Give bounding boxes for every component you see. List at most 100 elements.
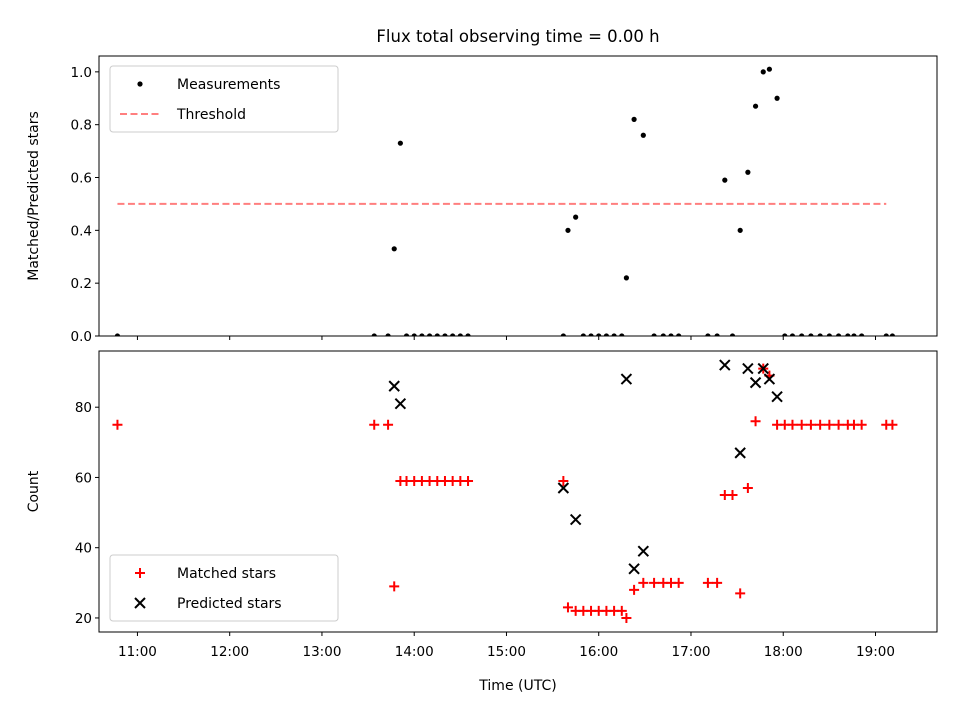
matched-stars-point	[369, 419, 380, 430]
matched-stars-point	[638, 577, 649, 588]
measurement-point	[722, 177, 728, 183]
axes-frame	[98, 55, 938, 337]
measurement-point	[640, 132, 646, 138]
measurement-point	[385, 333, 391, 336]
predicted-stars-point	[757, 362, 769, 375]
measurement-point	[596, 333, 602, 336]
measurement-point	[714, 333, 720, 336]
x-tick-label: 19:00	[856, 644, 895, 660]
predicted-stars-point	[557, 482, 570, 494]
measurement-point	[611, 333, 617, 336]
measurement-point	[851, 333, 857, 336]
measurement-point	[565, 227, 571, 233]
measurement-point	[760, 69, 766, 75]
matched-stars-point	[463, 475, 474, 486]
matched-stars-point	[616, 605, 627, 616]
measurement-point	[580, 333, 586, 336]
matched-stars-point	[833, 419, 844, 430]
y-tick-label: 0.2	[71, 276, 92, 292]
measurement-point	[752, 103, 759, 109]
matched-stars-point	[712, 577, 723, 588]
measurement-point	[737, 227, 743, 233]
measurement-point	[729, 333, 736, 336]
matched-stars-point	[629, 584, 640, 595]
measurement-point	[676, 333, 682, 336]
measurement-point	[799, 333, 805, 336]
measurement-point	[457, 333, 463, 336]
matched-stars-point	[796, 419, 807, 430]
legend-box	[109, 65, 339, 133]
matched-stars-point	[673, 577, 684, 588]
measurement-point	[573, 214, 579, 220]
y-tick-label: 0.0	[71, 329, 92, 345]
matched-stars-point	[621, 612, 632, 623]
y-tick-label: 40	[75, 541, 92, 557]
measurement-point	[660, 333, 666, 336]
predicted-stars-point	[771, 390, 783, 403]
x-tick-label: 14:00	[395, 644, 434, 660]
legend-box	[109, 554, 339, 622]
matched-stars-point	[702, 577, 713, 588]
matched-stars-point	[383, 419, 394, 430]
predicted-stars-point	[394, 397, 407, 410]
measurement-point	[403, 333, 410, 336]
measurement-point	[845, 333, 851, 336]
y-tick-label: 80	[75, 400, 92, 416]
measurement-point	[465, 333, 471, 336]
x-tick-label: 15:00	[487, 644, 526, 660]
measurement-point	[560, 333, 566, 336]
predicted-stars-point	[742, 362, 754, 375]
measurement-point	[745, 169, 751, 175]
measurement-point	[426, 333, 433, 336]
matched-stars-point	[856, 419, 867, 430]
matched-stars-point	[805, 419, 816, 430]
legend-label: Threshold	[176, 107, 246, 123]
measurement-point	[766, 66, 773, 72]
legend-label: Predicted stars	[177, 596, 282, 612]
measurement-point	[651, 333, 657, 336]
measurement-point	[774, 95, 780, 101]
predicted-stars-point	[763, 373, 776, 385]
x-tick-label: 11:00	[118, 644, 157, 660]
y-tick-label: 0.6	[71, 171, 92, 187]
measurement-point	[114, 333, 121, 336]
measurement-point	[391, 246, 397, 252]
matched-stars-point	[649, 577, 660, 588]
matched-stars-point	[750, 416, 761, 427]
x-tick-label: 17:00	[672, 644, 711, 660]
measurement-point	[789, 333, 796, 336]
measurement-point	[442, 333, 448, 336]
legend-marker	[134, 597, 146, 609]
matched-stars-point	[787, 419, 798, 430]
predicted-stars-point	[388, 380, 400, 392]
matched-stars-point	[742, 482, 753, 493]
measurement-point	[782, 333, 788, 336]
predicted-stars-point	[637, 545, 650, 557]
measurement-point	[817, 333, 823, 336]
matched-stars-point	[727, 490, 738, 501]
measurement-point	[411, 333, 417, 336]
chart-title: Flux total observing time = 0.00 h	[376, 27, 659, 46]
measurement-point	[588, 333, 594, 336]
measurement-point	[835, 333, 842, 336]
measurement-point	[705, 333, 711, 336]
x-tick-label: 13:00	[303, 644, 342, 660]
plot-area	[114, 66, 896, 336]
matched-stars-point	[112, 419, 123, 430]
x-tick-label: 18:00	[764, 644, 803, 660]
legend-label: Measurements	[177, 77, 280, 93]
matched-stars-point	[735, 588, 746, 599]
measurement-point	[883, 333, 889, 336]
measurement-point	[450, 333, 456, 336]
legend-label: Matched stars	[177, 566, 276, 582]
x-axis-label: Time (UTC)	[478, 678, 556, 694]
axes-frame	[98, 350, 938, 633]
matched-stars-point	[562, 602, 573, 613]
predicted-stars-point	[620, 373, 633, 385]
predicted-stars-point	[749, 376, 762, 389]
measurement-point	[859, 333, 865, 336]
measurement-point	[889, 333, 896, 336]
matched-stars-point	[815, 419, 826, 430]
predicted-stars-point	[628, 563, 640, 575]
